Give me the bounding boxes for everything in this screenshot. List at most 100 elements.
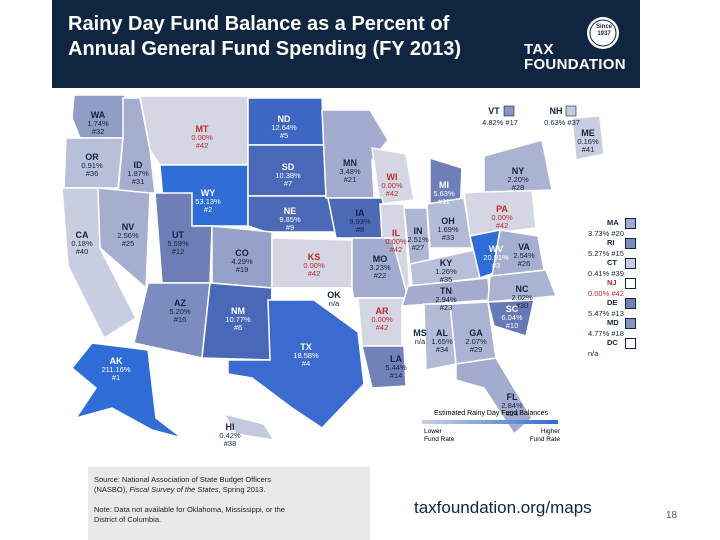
state-label-ak: AK 211.16% #1 — [101, 356, 130, 382]
state-label-ks: KS 0.00% #42 — [303, 252, 325, 278]
state-label-hi: HI 0.42% #38 — [219, 422, 241, 448]
state-label-ms: MS n/a — [413, 328, 427, 346]
title-line-1: Rainy Day Fund Balance as a Percent of — [68, 13, 450, 35]
state-label-pa: PA 0.00% #42 — [491, 204, 513, 230]
state-label-nh: NH — [550, 106, 563, 116]
side-swatch-ri — [625, 238, 636, 249]
state-label-or: OR 0.91% #36 — [81, 152, 103, 178]
title-line-2: Annual General Fund Spending (FY 2013) — [68, 38, 462, 60]
state-nc — [487, 269, 558, 303]
seal-text: Since 1937 — [595, 24, 612, 37]
side-value-de: 5.47% #13 — [588, 309, 624, 318]
side-swatch-md — [625, 318, 636, 329]
side-swatch-de — [625, 298, 636, 309]
side-value-ct: 0.41% #39 — [588, 269, 624, 278]
state-sc — [487, 299, 535, 337]
source-text: Source: National Association of State Bu… — [94, 475, 366, 525]
state-label-mn: MN 3.48% #21 — [339, 158, 361, 184]
state-mn — [321, 109, 389, 199]
source-note-box: Source: National Association of State Bu… — [88, 467, 370, 540]
state-me — [571, 115, 605, 161]
source-line-2: (NASBO), Fiscal Survey of the States, Sp… — [94, 485, 266, 494]
state-label-sd: SD 10.38% #7 — [275, 162, 301, 188]
map-title: Rainy Day Fund Balance as a Percent of A… — [68, 12, 461, 62]
state-nv — [97, 187, 151, 290]
state-label-tx: TX 18.58% #4 — [293, 342, 319, 368]
side-abbr-ri: RI — [607, 238, 615, 247]
state-label-co: CO 4.29% #19 — [231, 248, 253, 274]
state-label-wy: WY 53.13% #2 — [195, 188, 221, 214]
state-ne — [247, 195, 350, 233]
state-label-al: AL 1.65% #34 — [431, 328, 453, 354]
side-swatch-ma — [625, 218, 636, 229]
state-swatch-vt — [503, 105, 515, 117]
state-label-ca: CA 0.18% #40 — [71, 230, 93, 256]
side-value-ri: 5.27% #15 — [588, 249, 624, 258]
slide: Rainy Day Fund Balance as a Percent of A… — [52, 0, 640, 540]
state-la — [361, 345, 407, 389]
state-value-nh: 0.63% #37 — [544, 118, 580, 127]
tax-foundation-logo: Since 1937 TAX FOUNDATION — [524, 17, 632, 78]
side-abbr-ct: CT — [607, 258, 617, 267]
side-swatch-dc — [625, 338, 636, 349]
state-label-tn: TN 2.94% #23 — [435, 286, 457, 312]
state-label-wi: WI 0.00% #42 — [381, 172, 403, 198]
state-label-ky: KY 1.26% #35 — [435, 258, 457, 284]
state-wi — [371, 147, 415, 205]
legend-high-label: Higher Fund Rate — [529, 428, 560, 443]
state-label-mi: MI 5.63% #11 — [433, 180, 455, 206]
note-line-2: District of Columbia. — [94, 515, 162, 524]
state-label-id: ID 1.87% #31 — [127, 160, 149, 186]
state-label-ut: UT 5.59% #12 — [167, 230, 189, 256]
legend-gradient-bar — [422, 420, 558, 424]
state-label-ia: IA 9.93% #8 — [349, 208, 371, 234]
state-label-ar: AR 0.00% #42 — [371, 306, 393, 332]
state-label-wa: WA 1.74% #32 — [87, 110, 109, 136]
state-label-ok: OK n/a — [327, 290, 341, 308]
state-label-nc: NC 2.02% #30 — [511, 284, 533, 310]
side-value-nj: 0.00% #42 — [588, 289, 624, 298]
state-ak — [70, 342, 183, 439]
capitol-seal-icon — [587, 17, 619, 49]
logo-wordmark: TAX FOUNDATION — [524, 41, 626, 73]
side-abbr-de: DE — [607, 298, 618, 307]
state-label-va: VA 2.54% #26 — [513, 242, 535, 268]
legend: Estimated Rainy Day Fund Balances Lower … — [412, 410, 570, 458]
state-value-vt: 4.82% #17 — [482, 118, 518, 127]
side-abbr-dc: DC — [607, 338, 618, 347]
state-label-mo: MO 3.23% #22 — [369, 254, 391, 280]
state-label-nm: NM 10.77% #6 — [225, 306, 251, 332]
state-map-svg: WA 1.74% #32 OR 0.91% #36 ID 1.87% #31 MT 0.00% #42… — [61, 94, 605, 448]
state-label-il: IL 0.00% #42 — [385, 228, 407, 254]
state-label-ga: GA 2.07% #29 — [465, 328, 487, 354]
state-label-sc: SC 6.04% #10 — [501, 304, 523, 330]
side-value-md: 4.77% #18 — [588, 329, 624, 338]
state-label-nv: NV 2.56% #25 — [117, 222, 139, 248]
state-mt — [139, 95, 249, 166]
state-tx — [227, 299, 365, 429]
side-abbr-md: MD — [607, 318, 619, 327]
side-value-dc: n/a — [588, 349, 599, 358]
state-label-wv: WV 20.91% #3 — [483, 244, 509, 270]
side-swatch-ct — [625, 258, 636, 269]
state-label-fl: FL 2.84% #24 — [501, 392, 523, 418]
state-oh — [426, 197, 473, 249]
state-label-vt: VT — [488, 106, 500, 116]
state-az — [133, 282, 211, 359]
state-hi — [222, 412, 276, 441]
us-map: WA 1.74% #32 OR 0.91% #36 ID 1.87% #31 MT 0.00% #42… — [52, 88, 640, 464]
state-label-ny: NY 2.20% #28 — [507, 166, 529, 192]
side-abbr-nj: NJ — [607, 278, 617, 287]
state-label-la: LA 5.44% #14 — [385, 354, 407, 380]
state-label-mt: MT 0.00% #42 — [191, 124, 213, 150]
side-abbr-ma: MA — [607, 218, 619, 227]
legend-low-label: Lower Fund Rate — [424, 428, 455, 443]
state-label-oh: OH 1.69% #33 — [437, 216, 459, 242]
footer-url: taxfoundation.org/maps — [414, 498, 592, 517]
legend-title: Estimated Rainy Day Fund Balances — [434, 410, 548, 417]
state-label-ne: NE 9.85% #9 — [279, 206, 301, 232]
state-label-az: AZ 5.20% #16 — [169, 298, 191, 324]
state-label-me: ME 0.16% #41 — [577, 128, 599, 154]
state-label-nd: ND 12.64% #5 — [271, 114, 297, 140]
header-banner: Rainy Day Fund Balance as a Percent of A… — [52, 0, 640, 88]
